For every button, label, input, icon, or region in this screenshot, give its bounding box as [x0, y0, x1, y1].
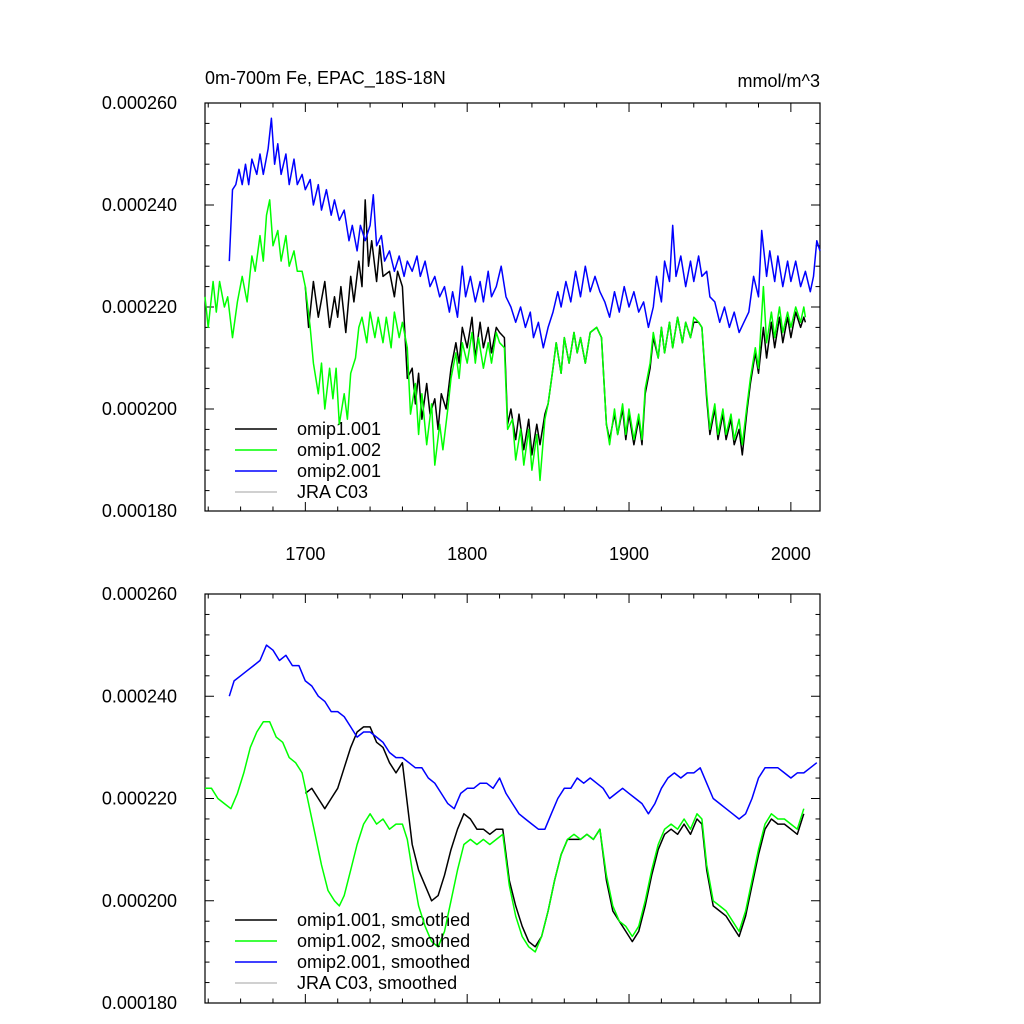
bottom-y-tick-label: 0.000180: [102, 993, 177, 1013]
top-x-tick-label: 2000: [771, 544, 811, 564]
bottom-series-line-2: [228, 644, 818, 830]
top-legend-label-2: omip2.001: [297, 461, 381, 481]
top-y-tick-label: 0.000200: [102, 399, 177, 419]
bottom-legend-label-1: omip1.002, smoothed: [297, 931, 470, 951]
top-y-tick-label: 0.000220: [102, 297, 177, 317]
bottom-y-tick-label: 0.000200: [102, 891, 177, 911]
bottom-legend-label-2: omip2.001, smoothed: [297, 952, 470, 972]
bottom-y-tick-label: 0.000240: [102, 686, 177, 706]
top-series-line-1: [204, 199, 807, 482]
top-x-tick-label: 1900: [609, 544, 649, 564]
bottom-legend-label-0: omip1.001, smoothed: [297, 910, 470, 930]
top-y-tick-label: 0.000260: [102, 93, 177, 113]
top-series-line-2: [228, 117, 821, 349]
top-x-tick-label: 1700: [285, 544, 325, 564]
bottom-legend-label-3: JRA C03, smoothed: [297, 973, 457, 993]
top-legend-label-3: JRA C03: [297, 482, 368, 502]
bottom-y-tick-label: 0.000260: [102, 584, 177, 604]
top-legend-label-0: omip1.001: [297, 419, 381, 439]
bottom-panel: 0.000180 0.000200 0.000220 0.000240 0.000260…: [102, 584, 821, 1013]
top-panel: 0m-700m Fe, EPAC_18S-18N mmol/m^3 1700 18…: [102, 68, 821, 564]
bottom-series-line-1: [205, 721, 805, 953]
bottom-y-tick-label: 0.000220: [102, 789, 177, 809]
top-panel-units: mmol/m^3: [738, 71, 820, 91]
top-y-tick-label: 0.000180: [102, 501, 177, 521]
top-y-tick-label: 0.000240: [102, 195, 177, 215]
top-panel-title: 0m-700m Fe, EPAC_18S-18N: [205, 68, 446, 89]
top-x-tick-label: 1800: [447, 544, 487, 564]
top-legend-label-1: omip1.002: [297, 440, 381, 460]
